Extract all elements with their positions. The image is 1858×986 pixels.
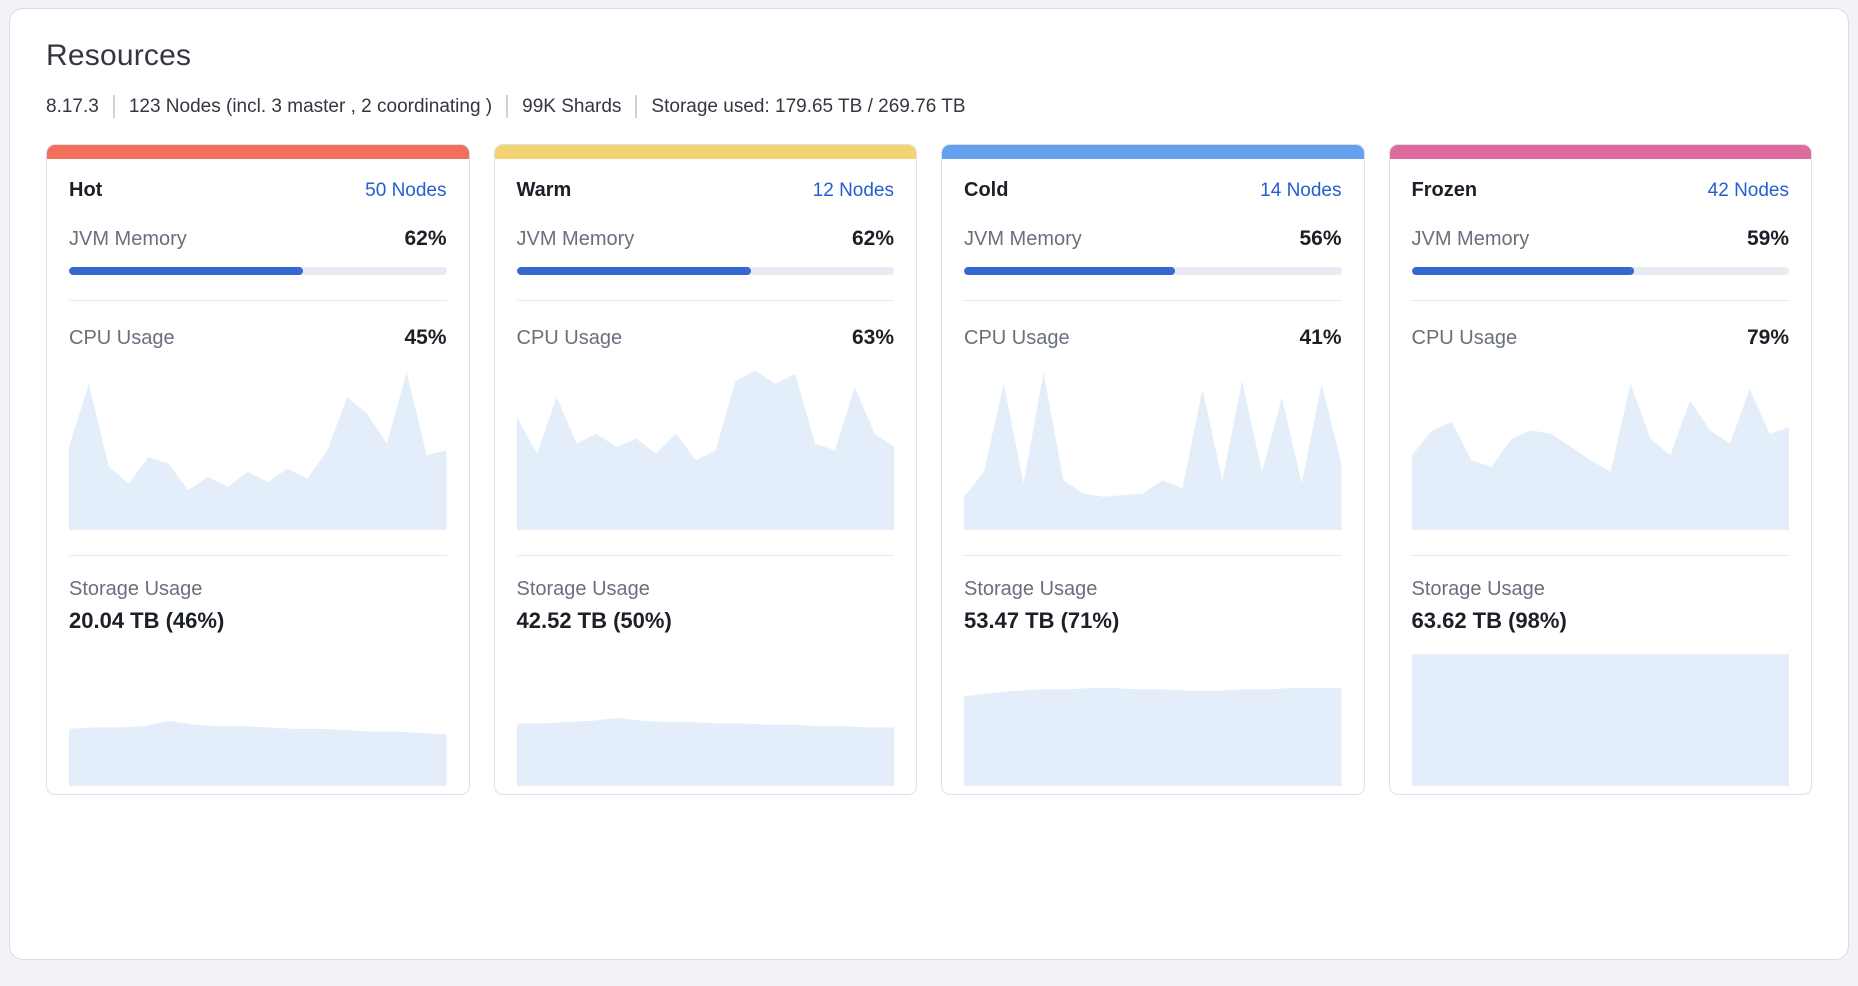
meta-divider [635,95,638,118]
cpu-usage-value: 45% [404,326,447,349]
jvm-progress-track [1411,267,1789,275]
tier-title: Warm [516,179,572,201]
jvm-memory-label: JVM Memory [964,228,1082,250]
tier-nodes-link[interactable]: 14 Nodes [1260,180,1342,201]
jvm-memory-label: JVM Memory [69,228,187,250]
jvm-memory-value: 59% [1746,227,1789,250]
page-title: Resources [46,39,192,72]
cpu-usage-chart [69,364,447,530]
tier-accent-bar [942,145,1364,159]
storage-usage-value: 63.62 TB (98%) [1411,608,1567,633]
divider [964,300,1342,301]
storage-usage-label: Storage Usage [69,578,203,600]
divider [1411,300,1789,301]
shards-summary: 99K Shards [522,95,622,117]
cpu-usage-value: 79% [1746,326,1789,349]
tier-accent-bar [494,145,916,159]
cluster-meta: 8.17.3 123 Nodes (incl. 3 master , 2 coo… [46,95,1812,118]
cpu-usage-label: CPU Usage [1411,327,1518,349]
storage-usage-chart [69,650,447,786]
divider [516,555,894,556]
storage-usage-label: Storage Usage [1411,578,1545,600]
storage-usage-chart [1411,650,1789,786]
tier-title: Frozen [1411,179,1478,201]
jvm-progress-track [964,267,1342,275]
storage-usage-label: Storage Usage [516,578,650,600]
storage-usage-value: 20.04 TB (46%) [69,608,225,633]
tier-card-frozen: Frozen 42 Nodes JVM Memory 59% CPU Usage… [1388,144,1812,795]
jvm-memory-label: JVM Memory [516,228,635,250]
tier-card-hot: Hot 50 Nodes JVM Memory 62% CPU Usage 45… [46,144,470,795]
storage-summary: Storage used: 179.65 TB / 269.76 TB [651,95,966,117]
cpu-usage-label: CPU Usage [516,327,623,349]
cpu-usage-value: 63% [851,326,894,349]
jvm-progress-fill [516,267,751,275]
storage-usage-value: 53.47 TB (71%) [964,608,1120,633]
cpu-usage-label: CPU Usage [964,327,1070,349]
cpu-usage-chart [1411,364,1789,530]
jvm-progress-fill [69,267,304,275]
divider [1411,555,1789,556]
storage-usage-value: 42.52 TB (50%) [516,608,672,633]
storage-usage-label: Storage Usage [964,578,1098,600]
storage-usage-chart [516,650,894,786]
jvm-memory-value: 56% [1299,227,1342,250]
cpu-usage-value: 41% [1299,326,1342,349]
tier-nodes-link[interactable]: 42 Nodes [1707,180,1789,201]
tier-accent-bar [1389,145,1811,159]
divider [69,555,447,556]
jvm-progress-track [516,267,894,275]
divider [69,300,447,301]
cpu-usage-chart [516,364,894,530]
tier-accent-bar [47,145,469,159]
tier-nodes-link[interactable]: 50 Nodes [365,180,447,201]
tier-nodes-link[interactable]: 12 Nodes [812,180,894,201]
tier-card-cold: Cold 14 Nodes JVM Memory 56% CPU Usage 4… [941,144,1365,795]
storage-usage-chart [964,650,1342,786]
jvm-progress-track [69,267,447,275]
meta-divider [506,95,509,118]
tier-cards: Hot 50 Nodes JVM Memory 62% CPU Usage 45… [46,144,1812,795]
tier-card-warm: Warm 12 Nodes JVM Memory 62% CPU Usage 6… [493,144,917,795]
jvm-memory-value: 62% [404,227,447,250]
jvm-memory-label: JVM Memory [1411,228,1530,250]
jvm-memory-value: 62% [851,227,894,250]
nodes-summary: 123 Nodes (incl. 3 master , 2 coordinati… [128,95,493,117]
cpu-usage-chart [964,364,1342,530]
meta-divider [112,95,115,118]
divider [964,555,1342,556]
resources-panel: Resources 8.17.3 123 Nodes (incl. 3 mast… [9,8,1849,960]
divider [516,300,894,301]
cpu-usage-label: CPU Usage [69,327,175,349]
jvm-progress-fill [964,267,1176,275]
jvm-progress-fill [1411,267,1635,275]
version-label: 8.17.3 [46,95,99,117]
tier-title: Cold [964,179,1009,201]
tier-title: Hot [69,179,103,201]
